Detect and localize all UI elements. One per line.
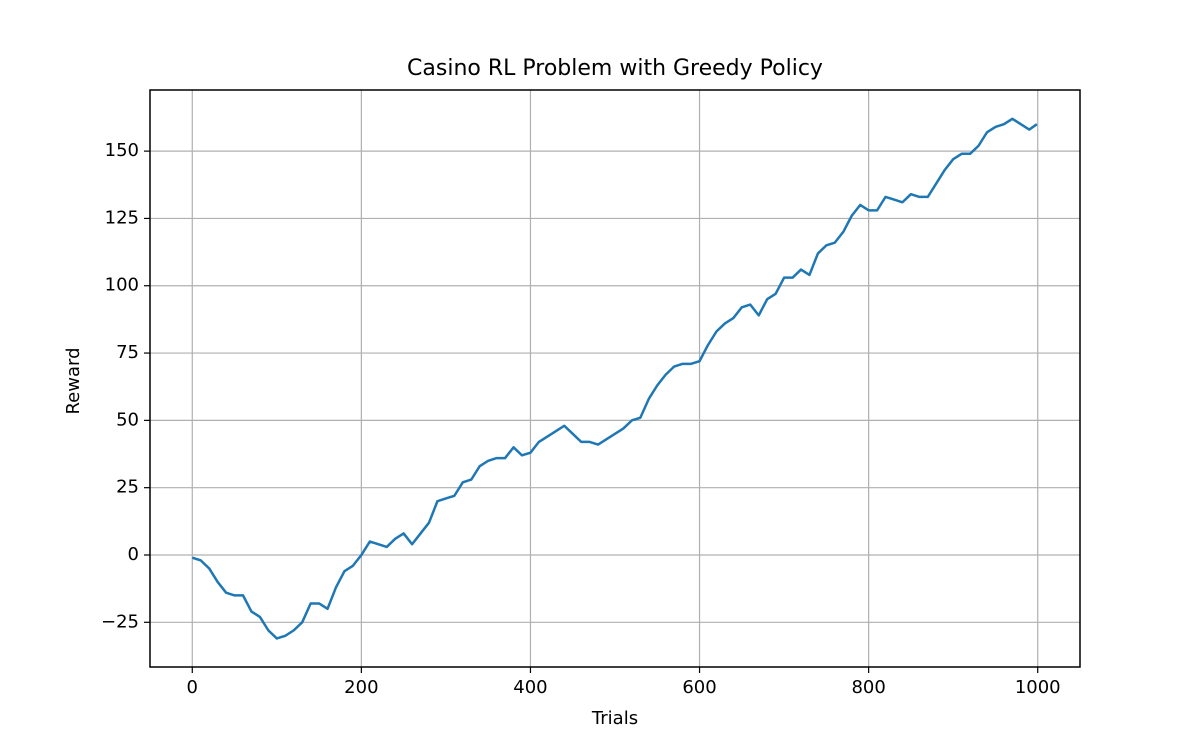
y-tick-label: 150 (105, 140, 139, 161)
x-tick-label: 0 (187, 677, 198, 698)
y-tick-label: 75 (116, 342, 139, 363)
y-tick-label: 0 (128, 544, 139, 565)
y-tick-label: 25 (116, 477, 139, 498)
y-tick-label: −25 (101, 611, 139, 632)
y-tick-label: 50 (116, 409, 139, 430)
plot-frame (149, 89, 1081, 668)
x-axis-label: Trials (591, 708, 638, 729)
x-tick-label: 1000 (1015, 677, 1061, 698)
x-tick-label: 800 (851, 677, 885, 698)
x-tick-label: 400 (513, 677, 547, 698)
chart-title: Casino RL Problem with Greedy Policy (407, 56, 823, 81)
x-tick-label: 600 (682, 677, 716, 698)
y-tick-label: 125 (105, 207, 139, 228)
y-tick-label: 100 (105, 275, 139, 296)
y-axis-label: Reward (63, 347, 84, 414)
x-tick-label: 200 (344, 677, 378, 698)
line-series (191, 117, 1038, 640)
